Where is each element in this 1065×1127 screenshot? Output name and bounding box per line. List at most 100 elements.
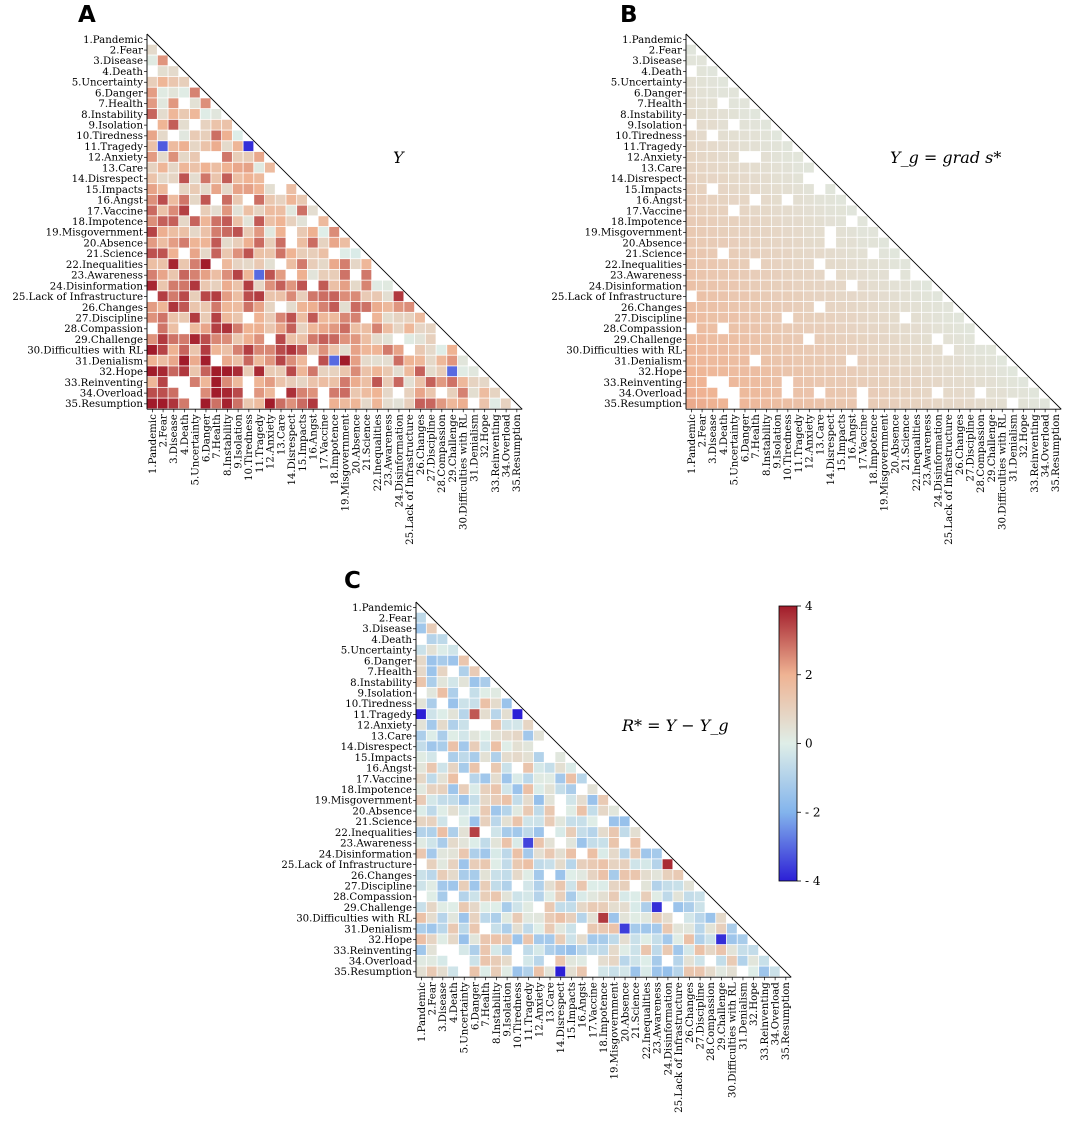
heatmap-cell: [200, 237, 211, 248]
heatmap-cell: [739, 141, 750, 152]
heatmap-cell: [501, 698, 512, 709]
heatmap-cell: [168, 87, 179, 98]
heatmap-cell: [750, 387, 761, 398]
row-label: 14.Disrespect: [341, 742, 413, 753]
heatmap-cell: [469, 870, 480, 880]
heatmap-cell: [339, 387, 350, 398]
heatmap-cell: [350, 398, 361, 409]
heatmap-cell: [512, 891, 523, 902]
heatmap-cell: [707, 280, 718, 291]
heatmap-cell: [598, 794, 609, 805]
heatmap-cell: [318, 366, 329, 377]
heatmap-cell: [501, 709, 512, 720]
heatmap-cell: [264, 323, 275, 334]
col-label: 17.Vaccine: [588, 982, 599, 1038]
heatmap-cell: [759, 966, 769, 977]
heatmap-cell: [587, 848, 598, 859]
heatmap-cell: [243, 259, 254, 270]
heatmap-cell: [168, 280, 179, 291]
heatmap-cell: [630, 912, 641, 923]
row-label: 30.Difficulties with RL: [296, 914, 412, 925]
heatmap-cell: [286, 194, 297, 205]
heatmap-cell: [243, 334, 254, 345]
heatmap-cell: [222, 344, 232, 355]
heatmap-cell: [200, 387, 211, 398]
heatmap-cell: [147, 216, 157, 227]
row-label: 1.Pandemic: [352, 603, 412, 614]
heatmap-cell: [782, 226, 793, 237]
heatmap-cell: [447, 344, 458, 355]
heatmap-cell: [468, 377, 479, 387]
heatmap-cell: [457, 355, 468, 366]
heatmap-cell: [480, 955, 491, 966]
heatmap-cell: [878, 291, 889, 302]
heatmap-cell: [728, 291, 739, 302]
heatmap-cell: [651, 923, 662, 934]
heatmap-cell: [686, 387, 696, 398]
heatmap-cell: [264, 248, 275, 259]
heatmap-cell: [793, 334, 804, 345]
heatmap-cell: [707, 259, 718, 270]
heatmap-cell: [555, 827, 566, 838]
heatmap-cell: [686, 216, 696, 227]
heatmap-cell: [739, 280, 750, 291]
colorbar-tick-label: 4: [805, 599, 813, 613]
heatmap-cell: [264, 237, 275, 248]
heatmap-cell: [889, 291, 900, 302]
heatmap-cell: [416, 934, 426, 945]
heatmap-cell: [954, 323, 964, 334]
row-label: 6.Danger: [364, 656, 412, 667]
heatmap-cell: [836, 312, 846, 323]
heatmap-cell: [232, 194, 243, 205]
heatmap-cell: [168, 98, 179, 109]
heatmap-cell: [793, 302, 804, 312]
heatmap-cell: [739, 259, 750, 270]
heatmap-cell: [469, 709, 480, 720]
heatmap-cell: [964, 344, 975, 355]
heatmap-cell: [200, 312, 211, 323]
heatmap-cell: [222, 291, 232, 302]
heatmap-cell: [448, 848, 459, 859]
heatmap-cell: [416, 741, 426, 752]
heatmap-cell: [836, 387, 846, 398]
col-label: 30.Difficulties with RL: [998, 414, 1009, 530]
heatmap-cell: [964, 387, 975, 398]
panel-letter-c: C: [344, 568, 361, 594]
heatmap-cell: [275, 237, 286, 248]
heatmap-cell: [426, 902, 437, 913]
heatmap-cell: [168, 226, 179, 237]
heatmap-cell: [771, 205, 782, 216]
heatmap-cell: [686, 55, 696, 66]
heatmap-cell: [179, 259, 190, 270]
heatmap-cell: [728, 259, 739, 270]
col-label: 1.Pandemic: [687, 414, 698, 474]
heatmap-cell: [297, 344, 307, 355]
heatmap-cell: [718, 162, 729, 173]
heatmap-cell: [686, 184, 696, 194]
heatmap-cell: [426, 848, 437, 859]
heatmap-cell: [921, 377, 932, 387]
heatmap-cell: [457, 377, 468, 387]
row-label: 5.Uncertainty: [72, 78, 144, 89]
heatmap-cell: [686, 344, 696, 355]
heatmap-cell: [921, 280, 932, 291]
heatmap-cell: [211, 173, 222, 184]
heatmap-cell: [771, 237, 782, 248]
heatmap-cell: [243, 269, 254, 280]
heatmap-cell: [771, 194, 782, 205]
heatmap-cell: [739, 184, 750, 194]
heatmap-cell: [846, 302, 857, 312]
heatmap-cell: [404, 377, 415, 387]
heatmap-cell: [566, 773, 576, 784]
heatmap-cell: [555, 752, 566, 762]
heatmap-cell: [641, 934, 652, 945]
heatmap-cell: [803, 280, 814, 291]
heatmap-cell: [157, 162, 168, 173]
heatmap-cell: [673, 923, 684, 934]
heatmap-cell: [179, 269, 190, 280]
heatmap-cell: [836, 226, 846, 237]
heatmap-cell: [662, 945, 673, 955]
heatmap-cell: [425, 387, 436, 398]
heatmap-cell: [286, 184, 297, 194]
heatmap-cell: [200, 194, 211, 205]
